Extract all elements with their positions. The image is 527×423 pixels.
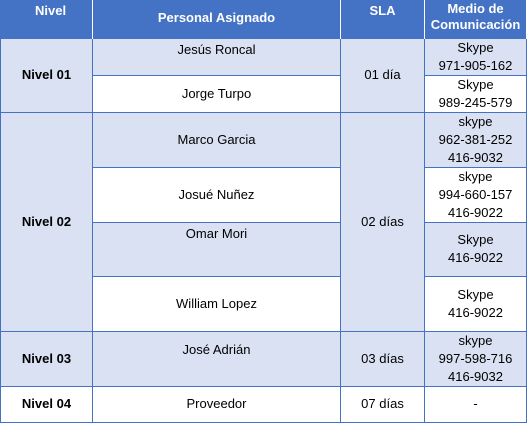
sla-cell: 07 días (340, 385, 425, 423)
medio-line: Skype (457, 76, 494, 92)
table-row: Nivel 04 Proveedor 07 días - (0, 385, 527, 423)
medio-cell: Skype 416-9022 (424, 221, 527, 277)
table-row: Jorge Turpo Skype 989-245-579 (1, 74, 527, 113)
medio-line: 416-9022 (448, 304, 503, 320)
medio-line: 994-660-157 (438, 186, 513, 202)
sla-cell: 01 día (340, 37, 425, 113)
nivel-cell: Nivel 01 (0, 37, 93, 113)
header-personal-asignado: Personal Asignado (92, 0, 341, 38)
header-medio-line2: Comunicación (430, 17, 521, 32)
medio-line: Skype (457, 232, 494, 247)
medio-line: 962-381-252 (438, 131, 513, 147)
sla-cell: 02 días (340, 111, 425, 332)
medio-line: skype (458, 168, 493, 184)
personal-cell: Proveedor (92, 385, 341, 423)
header-medio-line1: Medio de (447, 1, 504, 16)
medio-cell: skype 997-598-716 416-9032 (424, 330, 527, 387)
header-nivel: Nivel (0, 0, 93, 38)
personal-cell: Omar Mori (92, 221, 341, 277)
table-row: William Lopez Skype 416-9022 (1, 275, 527, 332)
medio-line: 416-9032 (448, 368, 503, 384)
medio-line: 997-598-716 (438, 350, 513, 366)
table-row: Nivel 01 Jesús Roncal 01 día Skype 971-9… (0, 37, 527, 113)
header-sla: SLA (340, 0, 425, 38)
medio-line: 416-9022 (448, 250, 503, 265)
table-row: Nivel 03 José Adrián 03 días skype 997-5… (0, 330, 527, 387)
header-row: Nivel Personal Asignado SLA Medio de Com… (0, 0, 527, 38)
medio-cell: Skype 989-245-579 (424, 74, 527, 113)
nivel-cell: Nivel 03 (0, 330, 93, 387)
medio-line: 989-245-579 (438, 94, 513, 110)
table-row: Nivel 02 Marco Garcia 02 días skype 962-… (0, 111, 527, 332)
medio-line: 416-9022 (448, 204, 503, 220)
personal-cell: José Adrián (92, 330, 341, 387)
personal-cell: Jesús Roncal (92, 37, 341, 76)
medio-cell: skype 994-660-157 416-9022 (424, 166, 527, 223)
personal-cell: Marco Garcia (92, 111, 341, 168)
medio-line: Skype (457, 286, 494, 302)
medio-line: skype (458, 113, 493, 129)
table-row: Josué Nuñez skype 994-660-157 416-9022 (1, 166, 527, 223)
medio-cell: Skype 416-9022 (424, 275, 527, 332)
medio-line: 416-9032 (448, 149, 503, 165)
medio-cell: - (424, 385, 527, 423)
personal-cell: William Lopez (92, 275, 341, 332)
medio-cell: skype 962-381-252 416-9032 (424, 111, 527, 168)
personal-cell: Jorge Turpo (92, 74, 341, 113)
sla-cell: 03 días (340, 330, 425, 387)
medio-line: skype (458, 332, 493, 348)
medio-line: 971-905-162 (438, 57, 513, 73)
medio-cell: Skype 971-905-162 (424, 37, 527, 76)
personal-cell: Josué Nuñez (92, 166, 341, 223)
nivel-cell: Nivel 02 (0, 111, 93, 332)
medio-line: Skype (457, 39, 494, 55)
header-medio-comunicacion: Medio de Comunicación (424, 0, 527, 38)
nivel-cell: Nivel 04 (0, 385, 93, 423)
